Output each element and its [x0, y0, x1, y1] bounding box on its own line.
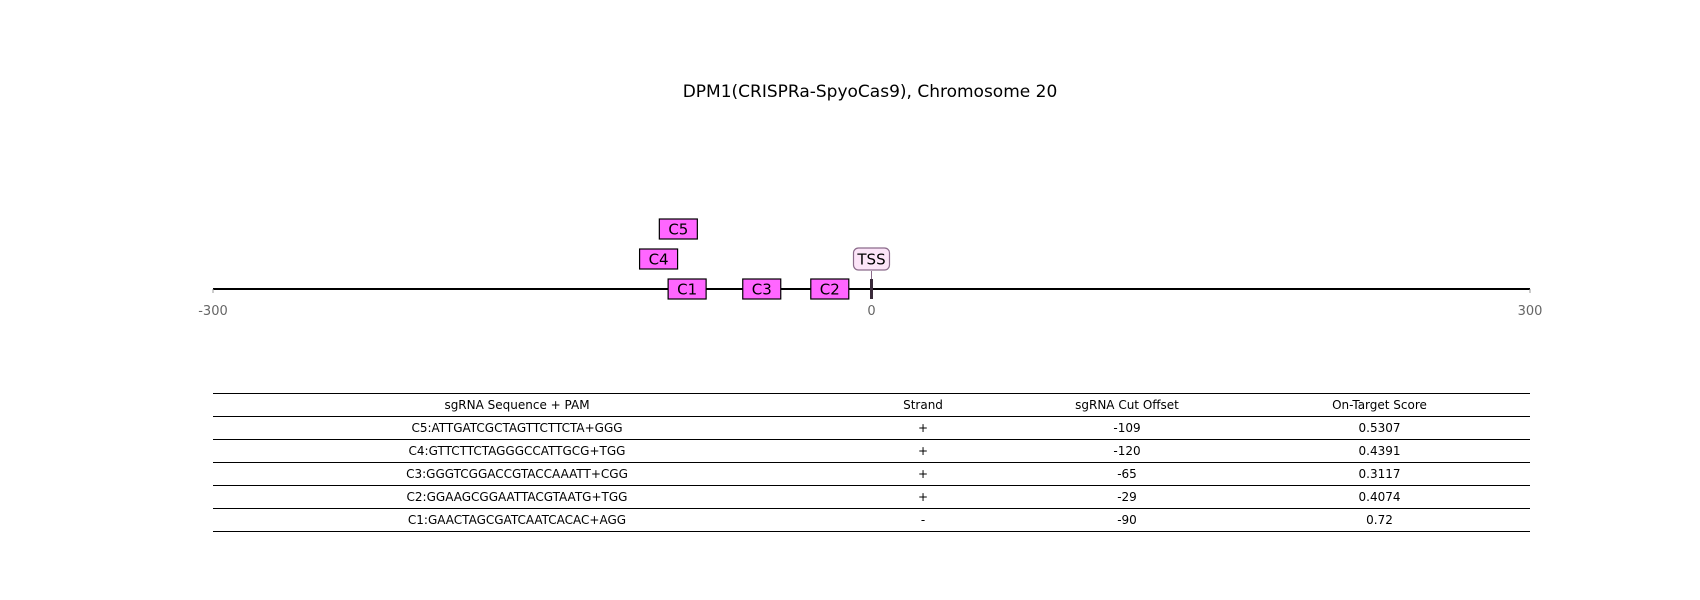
guide-label: C5 [668, 221, 688, 239]
chart-title: DPM1(CRISPRa-SpyoCas9), Chromosome 20 [682, 82, 1058, 102]
cell-score: 0.72 [1229, 508, 1530, 532]
cell-cut-offset: -120 [1025, 439, 1229, 463]
cell-strand: + [821, 485, 1025, 509]
cell-strand: + [821, 416, 1025, 440]
genome-track: -300 0 300 C5 C4 C1 C3 C2 TSS [198, 218, 1542, 319]
guide-marker-c3: C3 [742, 278, 782, 300]
guide-marker-c5: C5 [658, 218, 698, 240]
cell-strand: - [821, 508, 1025, 532]
cell-cut-offset: -29 [1025, 485, 1229, 509]
sgrna-table: sgRNA Sequence + PAM Strand sgRNA Cut Of… [213, 393, 1530, 532]
cell-score: 0.3117 [1229, 462, 1530, 486]
table-row: C3:GGGTCGGACCGTACCAAATT+CGG + -65 0.3117 [213, 462, 1530, 486]
cell-sequence: C4:GTTCTTCTAGGGCCATTGCG+TGG [213, 439, 821, 463]
guide-box [667, 278, 707, 300]
tss-box [852, 247, 891, 271]
axis-tick-label: -300 [198, 304, 228, 319]
table-row: C1:GAACTAGCGATCAATCACAC+AGG - -90 0.72 [213, 508, 1530, 532]
header-sequence: sgRNA Sequence + PAM [213, 393, 821, 417]
guide-markers: C5 C4 C1 C3 C2 [638, 218, 850, 300]
cell-sequence: C2:GGAAGCGGAATTACGTAATG+TGG [213, 485, 821, 509]
guide-label: C1 [677, 281, 697, 299]
cell-sequence: C5:ATTGATCGCTAGTTCTTCTA+GGG [213, 416, 821, 440]
axis-tick-label: 300 [1518, 304, 1543, 319]
tss-marker: TSS [852, 247, 891, 299]
guide-label: C2 [820, 281, 840, 299]
guide-label: C3 [752, 281, 772, 299]
cell-cut-offset: -90 [1025, 508, 1229, 532]
guide-box [638, 248, 679, 270]
cell-sequence: C3:GGGTCGGACCGTACCAAATT+CGG [213, 462, 821, 486]
cell-strand: + [821, 462, 1025, 486]
guide-box [658, 218, 698, 240]
axis-tick-label: 0 [867, 304, 875, 319]
header-score: On-Target Score [1229, 393, 1530, 417]
guide-marker-c4: C4 [638, 248, 679, 270]
guide-box [742, 278, 782, 300]
cell-cut-offset: -65 [1025, 462, 1229, 486]
guide-label: C4 [649, 251, 669, 269]
tss-label: TSS [856, 251, 885, 269]
guide-box [810, 278, 850, 300]
table-header-row: sgRNA Sequence + PAM Strand sgRNA Cut Of… [213, 393, 1530, 417]
header-strand: Strand [821, 393, 1025, 417]
cell-score: 0.5307 [1229, 416, 1530, 440]
header-cut-offset: sgRNA Cut Offset [1025, 393, 1229, 417]
table-row: C5:ATTGATCGCTAGTTCTTCTA+GGG + -109 0.530… [213, 416, 1530, 440]
axis-ticks: -300 0 300 [198, 289, 1542, 319]
cell-cut-offset: -109 [1025, 416, 1229, 440]
table-row: C2:GGAAGCGGAATTACGTAATG+TGG + -29 0.4074 [213, 485, 1530, 509]
cell-sequence: C1:GAACTAGCGATCAATCACAC+AGG [213, 508, 821, 532]
guide-marker-c1: C1 [667, 278, 707, 300]
cell-score: 0.4391 [1229, 439, 1530, 463]
cell-strand: + [821, 439, 1025, 463]
guide-marker-c2: C2 [810, 278, 850, 300]
table-row: C4:GTTCTTCTAGGGCCATTGCG+TGG + -120 0.439… [213, 439, 1530, 463]
cell-score: 0.4074 [1229, 485, 1530, 509]
